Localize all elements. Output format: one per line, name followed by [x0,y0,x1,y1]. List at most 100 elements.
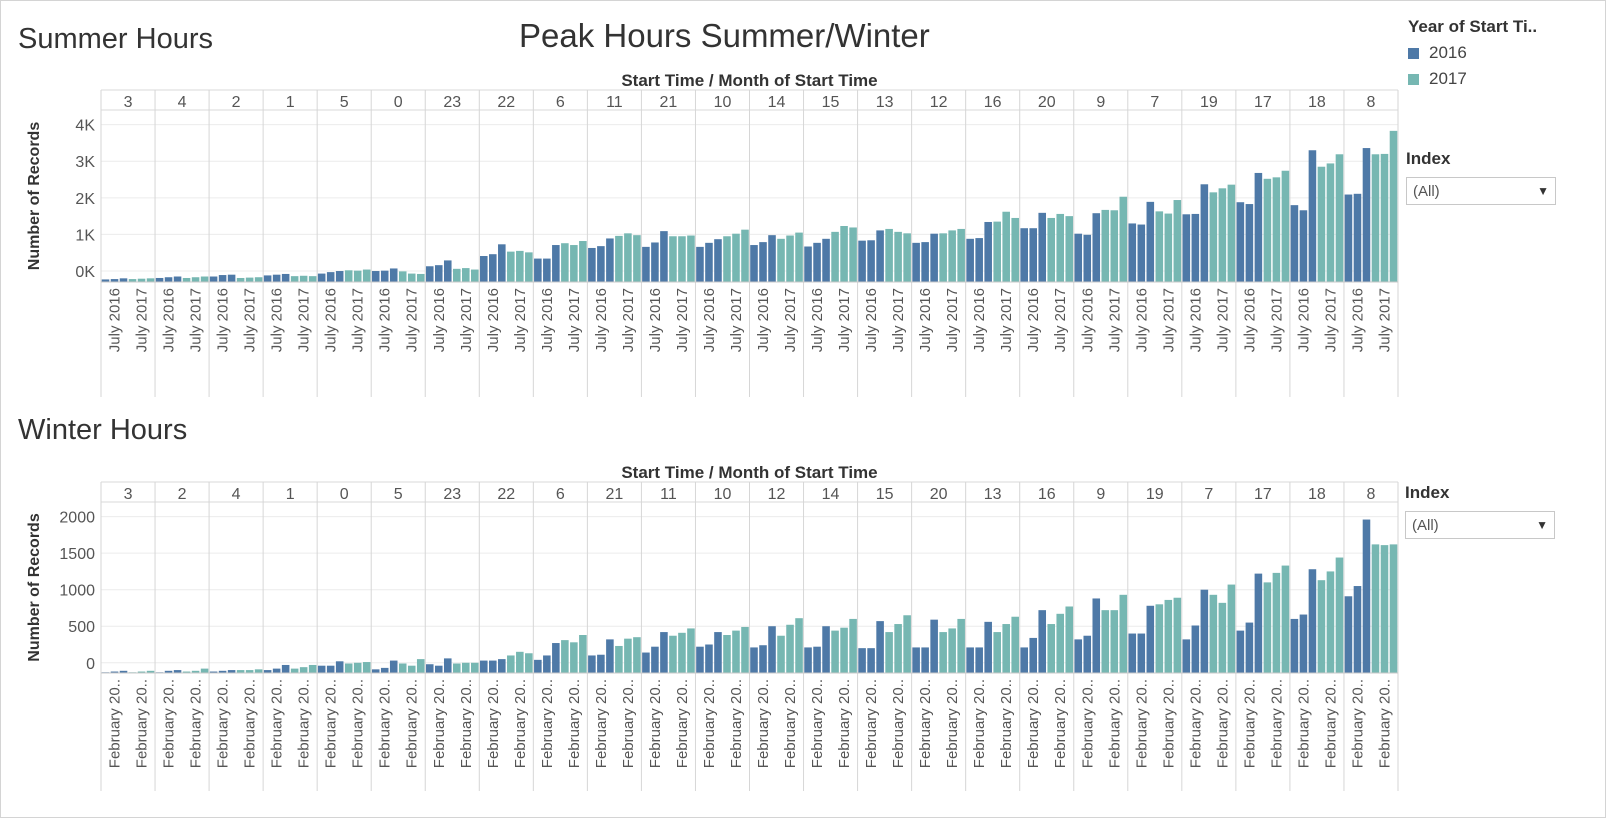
winter-bar-2017[interactable] [1011,616,1019,673]
summer-bar-2017[interactable] [1011,217,1019,282]
summer-bar-2016[interactable] [552,245,560,282]
summer-index-dropdown[interactable]: (All) ▼ [1406,177,1556,205]
winter-bar-2016[interactable] [705,644,713,674]
summer-bar-2016[interactable] [930,233,938,282]
summer-bar-2016[interactable] [642,246,650,282]
summer-bar-2017[interactable] [723,236,731,282]
summer-bar-2017[interactable] [669,236,677,282]
winter-bar-2016[interactable] [326,665,335,673]
summer-bar-2016[interactable] [858,240,866,282]
summer-bar-2017[interactable] [885,228,893,282]
winter-bar-2016[interactable] [1254,573,1263,673]
summer-bar-2016[interactable] [651,242,659,282]
summer-bar-2017[interactable] [777,238,785,282]
winter-bar-2016[interactable] [921,647,929,673]
winter-bar-2017[interactable] [1209,594,1218,673]
winter-bar-2017[interactable] [398,663,407,674]
winter-bar-2016[interactable] [660,632,668,673]
winter-bar-2017[interactable] [182,671,191,673]
summer-bar-2016[interactable] [1137,224,1146,282]
winter-bar-2017[interactable] [416,659,425,673]
winter-bar-2017[interactable] [137,671,146,673]
summer-bar-2017[interactable] [344,270,353,282]
legend-item-2016[interactable]: 2016 [1408,43,1598,63]
summer-bar-2017[interactable] [1002,211,1010,282]
summer-bar-2016[interactable] [1038,212,1047,282]
winter-bar-2017[interactable] [191,670,200,673]
winter-bar-2017[interactable] [570,642,578,673]
summer-bar-2017[interactable] [1218,188,1227,282]
winter-bar-2017[interactable] [579,635,587,673]
summer-bar-2016[interactable] [173,276,182,282]
winter-bar-2016[interactable] [588,655,596,673]
summer-bar-2017[interactable] [236,277,245,282]
summer-bar-2017[interactable] [615,235,623,282]
winter-bar-2017[interactable] [1119,594,1128,673]
winter-bar-2017[interactable] [1173,597,1182,673]
winter-bar-2017[interactable] [146,670,155,673]
summer-bar-2016[interactable] [1128,223,1137,282]
summer-bar-2016[interactable] [1362,148,1371,282]
winter-bar-2016[interactable] [1191,625,1200,674]
winter-bar-2017[interactable] [290,668,299,673]
winter-bar-2016[interactable] [804,647,812,673]
winter-bar-2016[interactable] [822,626,830,673]
summer-bar-2017[interactable] [398,271,407,282]
winter-bar-2017[interactable] [1317,580,1326,673]
winter-bar-2016[interactable] [543,655,551,673]
summer-bar-2017[interactable] [290,276,299,282]
summer-bar-2017[interactable] [1272,177,1281,282]
summer-bar-2016[interactable] [119,278,128,282]
summer-bar-2017[interactable] [416,273,425,282]
winter-bar-2017[interactable] [1164,599,1173,673]
summer-bar-2017[interactable] [678,236,686,282]
summer-bar-2016[interactable] [317,273,326,282]
summer-bar-2017[interactable] [795,232,803,282]
summer-bar-2016[interactable] [822,238,830,282]
summer-bar-2016[interactable] [263,275,272,282]
winter-bar-2017[interactable] [1272,572,1281,673]
winter-bar-2017[interactable] [1065,606,1074,674]
summer-bar-2016[interactable] [1146,201,1155,282]
winter-bar-2016[interactable] [498,659,506,673]
winter-bar-2017[interactable] [1155,604,1164,673]
winter-bar-2016[interactable] [1308,569,1317,673]
winter-bar-2017[interactable] [957,618,965,673]
summer-bar-2016[interactable] [660,231,668,282]
winter-bar-2017[interactable] [254,669,263,673]
winter-bar-2017[interactable] [362,662,371,673]
summer-bar-2016[interactable] [606,238,614,282]
winter-bar-2016[interactable] [218,670,227,673]
winter-bar-2016[interactable] [858,648,866,673]
summer-bar-2017[interactable] [957,228,965,282]
summer-bar-2016[interactable] [543,258,551,282]
winter-bar-2017[interactable] [236,670,245,673]
winter-bar-2016[interactable] [876,621,884,673]
winter-bar-2017[interactable] [1281,565,1290,673]
winter-bar-2017[interactable] [948,628,956,673]
winter-bar-2016[interactable] [1074,639,1083,673]
summer-bar-2016[interactable] [1299,210,1308,282]
summer-bar-2016[interactable] [1020,228,1028,282]
winter-bar-2017[interactable] [1335,557,1344,673]
summer-bar-2017[interactable] [1263,178,1272,282]
winter-bar-2016[interactable] [930,619,938,673]
winter-bar-2016[interactable] [1236,630,1245,673]
winter-bar-2016[interactable] [552,643,560,673]
summer-bar-2016[interactable] [443,260,452,282]
summer-bar-2017[interactable] [461,268,470,282]
summer-bar-2016[interactable] [696,246,704,282]
summer-bar-2016[interactable] [155,277,164,282]
summer-bar-2016[interactable] [714,239,722,282]
winter-bar-2017[interactable] [903,615,911,673]
summer-bar-2017[interactable] [1110,210,1119,282]
winter-bar-2017[interactable] [741,626,749,673]
winter-bar-2017[interactable] [723,635,731,673]
winter-bar-2017[interactable] [507,655,515,673]
winter-bar-2016[interactable] [227,670,236,673]
summer-bar-2016[interactable] [281,273,290,282]
summer-bar-2016[interactable] [876,230,884,282]
winter-bar-2016[interactable] [434,665,443,673]
winter-bar-2017[interactable] [669,635,677,673]
summer-bar-2016[interactable] [1290,205,1299,282]
